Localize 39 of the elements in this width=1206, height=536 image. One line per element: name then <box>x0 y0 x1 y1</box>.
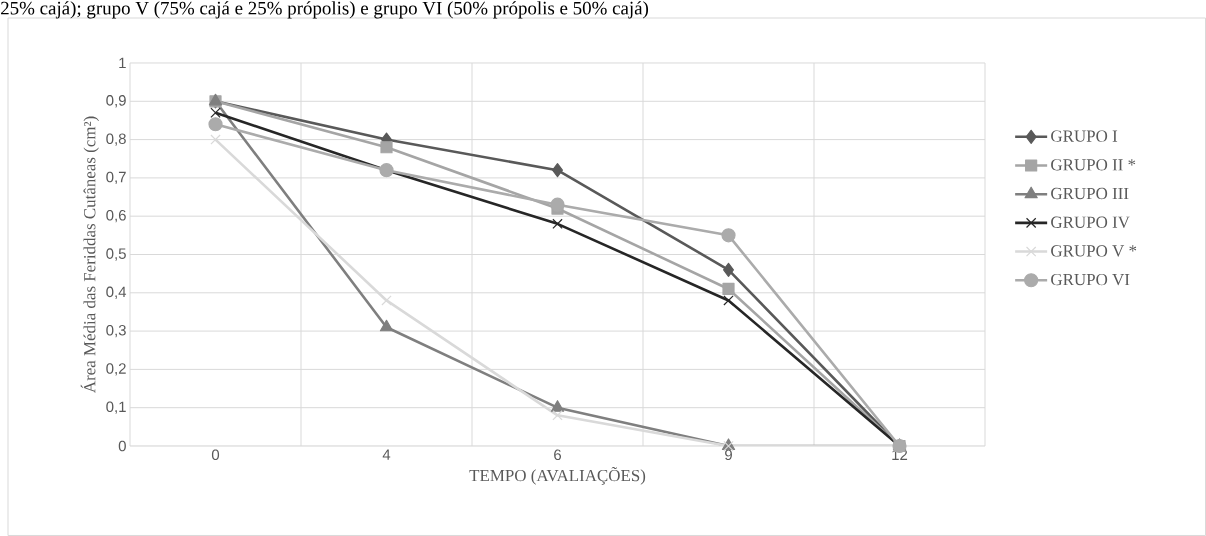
point <box>552 410 563 421</box>
y-tick-label: 0,4 <box>106 286 127 299</box>
legend-label: GRUPO IV <box>1051 216 1130 228</box>
x-tick-label: 0 <box>211 449 220 461</box>
y-tick-label: 1 <box>119 57 126 69</box>
point <box>381 295 392 306</box>
y-tick-label: 0,5 <box>106 248 126 261</box>
y-axis-title: Área Média das Feriddas Cutâneas (cm²) <box>80 116 99 393</box>
y-tick-label: 0,2 <box>106 363 126 376</box>
point <box>210 134 221 145</box>
point <box>552 163 563 178</box>
legend-label: GRUPO III <box>1051 187 1129 200</box>
y-tick-label: 0,3 <box>106 324 126 338</box>
y-tick-label: 0,8 <box>106 133 126 146</box>
point <box>379 319 394 332</box>
y-tick-label: 0,7 <box>106 171 126 185</box>
legend-label: GRUPO I <box>1051 130 1118 142</box>
point <box>550 197 565 212</box>
x-tick-label: 6 <box>554 449 562 461</box>
x-axis-title: TEMPO (AVALIAÇÕES) <box>469 466 646 485</box>
y-tick-label: 0,6 <box>106 210 126 223</box>
point <box>210 107 221 118</box>
point <box>380 141 393 154</box>
legend-label: GRUPO VI <box>1051 273 1130 286</box>
point <box>723 295 734 306</box>
point <box>550 400 565 412</box>
text: 25% cajá); grupo V (75% cajá e 25% própolis) e grupo VI (50% própolis e 50% cajá) <box>1 1 649 19</box>
point <box>208 117 223 132</box>
x-tick-label: 4 <box>382 449 391 460</box>
point <box>552 218 563 230</box>
legend-label: GRUPO V * <box>1051 245 1137 257</box>
y-tick-label: 0 <box>118 440 126 452</box>
point <box>721 228 736 243</box>
y-tick-label: 0,9 <box>106 95 126 108</box>
point <box>723 262 734 277</box>
y-tick-label: 0,1 <box>106 401 126 414</box>
x-tick-label: 9 <box>725 449 732 461</box>
legend-label: GRUPO II * <box>1051 159 1136 171</box>
point <box>722 282 735 296</box>
